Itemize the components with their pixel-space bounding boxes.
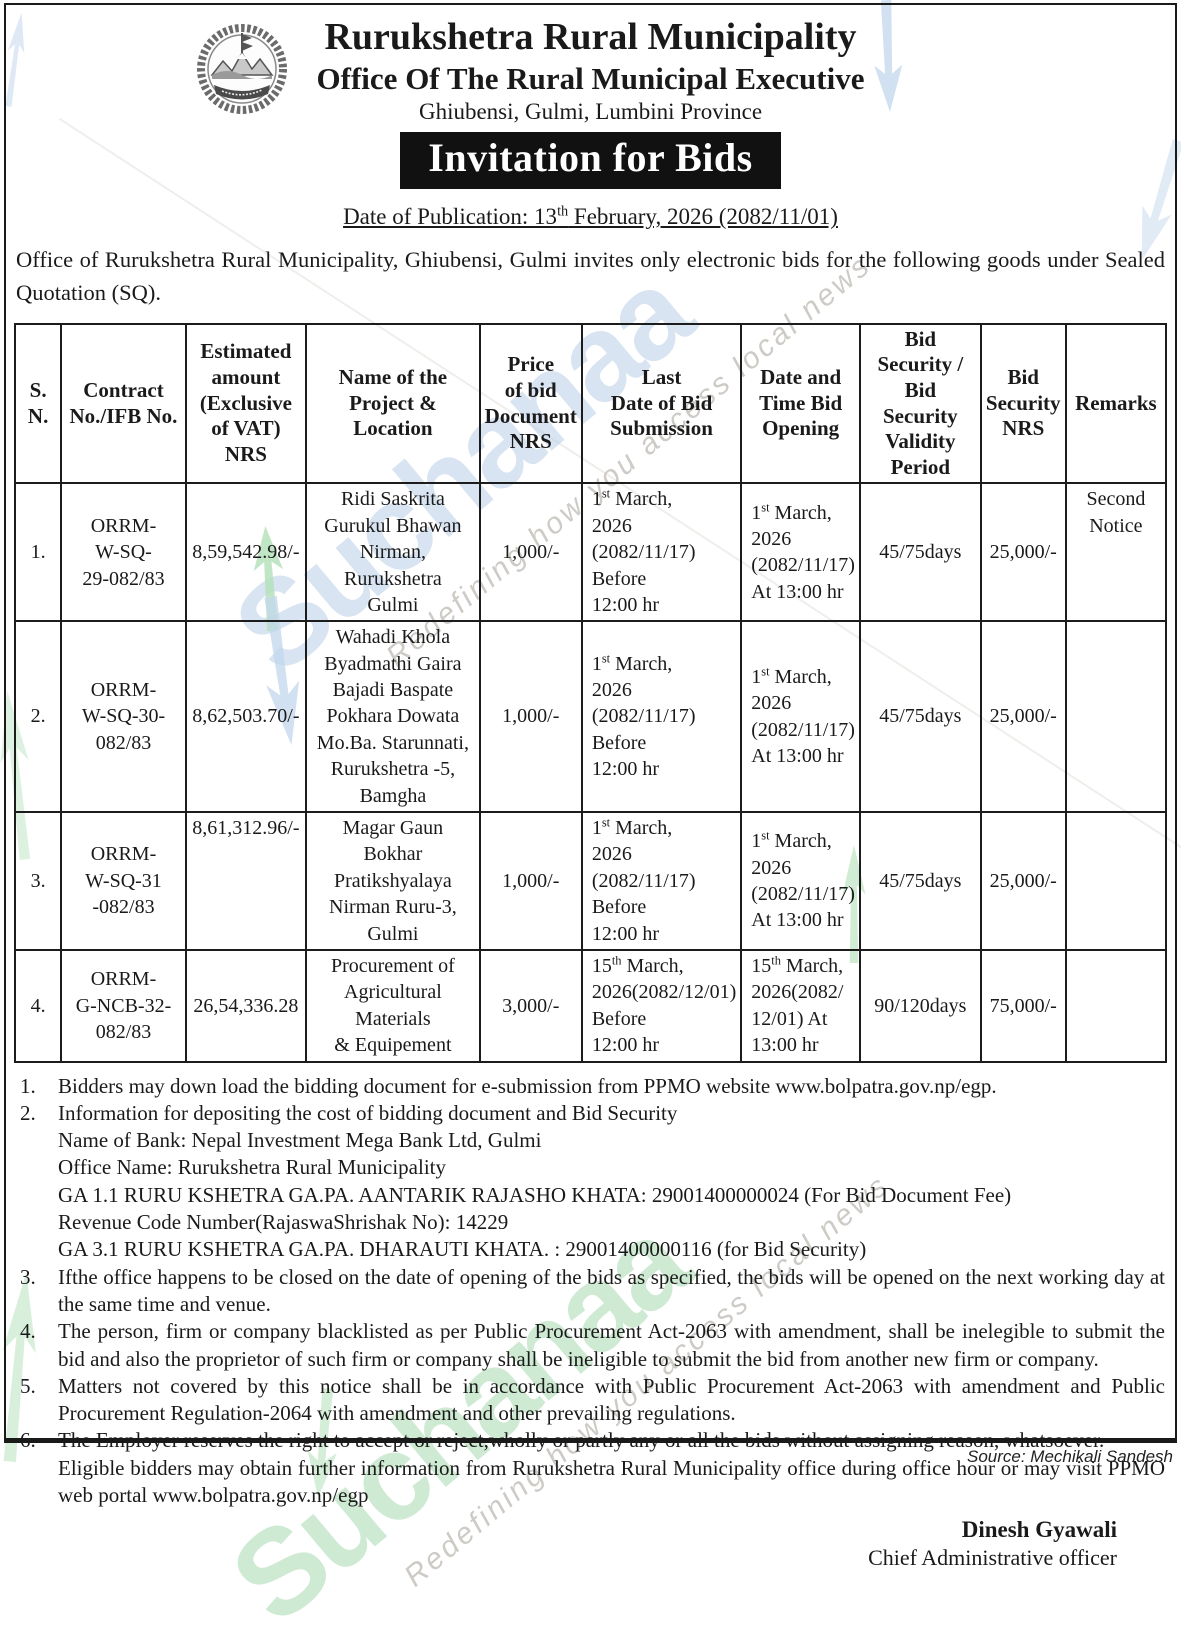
table-row: 3. ORRM- W-SQ-31 -082/83 8,61,312.96/- Magar … <box>13 811 1168 951</box>
table-cell: 1,000/- <box>478 620 583 814</box>
table-cell: 1. <box>13 482 63 623</box>
note-text: Information for depositing the cost of b… <box>58 1100 1012 1262</box>
emblem-graphic <box>197 24 287 114</box>
table-header-cell: Remarks <box>1064 322 1168 485</box>
table-cell: 1,000/- <box>478 482 583 623</box>
note-text: The Employer reserves the right to accep… <box>58 1428 1165 1507</box>
table-cell: ORRM- G-NCB-32- 082/83 <box>60 948 187 1063</box>
table-cell: ORRM- W-SQ- 29-082/83 <box>60 482 187 623</box>
table-cell: 1,000/- <box>478 811 583 951</box>
table-cell: 1st March, 2026 (2082/11/17) At 13:00 hr <box>740 811 861 951</box>
note-item: 4. The person, firm or company blackliste… <box>12 1318 1171 1373</box>
note-text: Bidders may down load the bidding docume… <box>58 1073 997 1098</box>
note-number: 1. <box>20 1073 36 1098</box>
table-cell <box>1064 948 1168 1063</box>
table-cell <box>1064 811 1168 951</box>
note-text: Ifthe office happens to be closed on the… <box>58 1264 1165 1316</box>
table-header-cell: Last Date of Bid Submission <box>580 322 743 485</box>
table-cell: Second Notice <box>1064 482 1168 623</box>
table-cell: 26,54,336.28 <box>184 948 308 1063</box>
table-cell: 15th March, 2026(2082/12/01) At 13:00 hr <box>740 948 861 1063</box>
table-cell: 2. <box>13 620 63 814</box>
note-item: 3. Ifthe office happens to be closed on t… <box>12 1264 1171 1319</box>
note-number: 6. <box>20 1428 36 1453</box>
note-number: 4. <box>20 1319 36 1344</box>
table-cell: 4. <box>13 948 63 1063</box>
table-cell: 1st March, 2026 (2082/11/17) Before 12:00 h… <box>580 620 743 814</box>
table-cell: 25,000/- <box>979 482 1067 623</box>
table-row: 2. ORRM- W-SQ-30- 082/83 8,62,503.70/- Wahadi… <box>13 620 1168 814</box>
table-header-cell: Price of bid Document NRS <box>478 322 583 485</box>
notes-list: 1. Bidders may down load the bidding docu… <box>12 1073 1171 1510</box>
invitation-banner: Invitation for Bids <box>400 132 781 190</box>
intro-paragraph: Office of Rurukshetra Rural Municipality… <box>16 247 1165 306</box>
table-row: 4. ORRM- G-NCB-32- 082/83 26,54,336.28 Procur… <box>13 948 1168 1063</box>
table-cell: 1st March, 2026 (2082/11/17) Before 12:00 h… <box>580 811 743 951</box>
table-cell: 45/75days <box>858 620 982 814</box>
table-cell: 25,000/- <box>979 620 1067 814</box>
table-cell: Magar Gaun Bokhar Pratikshyalaya Nirman Ru… <box>305 811 481 951</box>
table-cell: 8,61,312.96/- <box>184 811 308 951</box>
table-header-cell: Bid Security / Bid Security Validity Period <box>858 322 982 485</box>
bids-table-body: 1. ORRM- W-SQ- 29-082/83 8,59,542.98/- Ridi S… <box>13 482 1168 1063</box>
table-header-cell: Date and Time Bid Opening <box>740 322 861 485</box>
table-cell: Ridi Saskrita Gurukul Bhawan Nirman, Ruruk… <box>305 482 481 623</box>
table-cell: 90/120days <box>858 948 982 1063</box>
table-header-cell: Estimated amount (Exclusive of VAT) NRS <box>184 322 308 485</box>
table-cell: 45/75days <box>858 482 982 623</box>
document-frame: Rurukshetra Rural Municipality Office Of… <box>4 3 1177 1570</box>
note-item: 6. The Employer reserves the right to acc… <box>12 1427 1171 1509</box>
table-cell: 25,000/- <box>979 811 1067 951</box>
table-cell: 3. <box>13 811 63 951</box>
table-header-cell: S. N. <box>13 322 63 485</box>
publication-date: Date of Publication: 13th February, 2026… <box>6 204 1175 230</box>
office-subtitle: Office Of The Rural Municipal Executive <box>316 60 865 96</box>
source-credit: Source: Mechikali Sandesh <box>966 1447 1173 1466</box>
table-row: 1. ORRM- W-SQ- 29-082/83 8,59,542.98/- Ridi S… <box>13 482 1168 623</box>
note-number: 5. <box>20 1373 36 1398</box>
table-cell: 1st March, 2026 (2082/11/17) At 13:00 hr <box>740 620 861 814</box>
note-item: 1. Bidders may down load the bidding docu… <box>12 1073 1171 1100</box>
nepal-emblem-logo <box>192 19 292 119</box>
note-number: 3. <box>20 1264 36 1289</box>
table-cell: Wahadi Khola Byadmathi Gaira Bajadi Baspat… <box>305 620 481 814</box>
signature-block: Dinesh Gyawali Chief Administrative offi… <box>6 1517 1175 1571</box>
table-header-cell: Name of the Project & Location <box>305 322 481 485</box>
table-cell <box>1064 620 1168 814</box>
table-cell: 1st March, 2026 (2082/11/17) At 13:00 hr <box>740 482 861 623</box>
signatory-title: Chief Administrative officer <box>868 1545 1117 1571</box>
municipality-title: Rurukshetra Rural Municipality <box>324 16 857 58</box>
table-header-cell: Contract No./IFB No. <box>60 322 187 485</box>
note-text: Matters not covered by this notice shall… <box>58 1373 1165 1426</box>
document-header: Rurukshetra Rural Municipality Office Of… <box>6 5 1175 230</box>
table-cell: Procurement of Agricultural Materials & Eq… <box>305 948 481 1063</box>
table-cell: 8,59,542.98/- <box>184 482 308 623</box>
address-line: Ghiubensi, Gulmi, Lumbini Province <box>418 99 763 125</box>
note-text: The person, firm or company blacklisted … <box>58 1319 1165 1371</box>
table-cell: 1st March, 2026 (2082/11/17) Before 12:00 h… <box>580 482 743 623</box>
table-cell: ORRM- W-SQ-30- 082/83 <box>60 620 187 814</box>
note-item: 2. Information for depositing the cost of… <box>12 1100 1171 1264</box>
table-cell: 3,000/- <box>478 948 583 1063</box>
publication-date-text: Date of Publication: 13th February, 2026… <box>343 203 838 230</box>
table-header-cell: Bid Security NRS <box>979 322 1067 485</box>
table-cell: ORRM- W-SQ-31 -082/83 <box>60 811 187 951</box>
note-item: 5. Matters not covered by this notice sha… <box>12 1373 1171 1428</box>
table-cell: 8,62,503.70/- <box>184 620 308 814</box>
table-cell: 75,000/- <box>979 948 1067 1063</box>
bids-table-head-row: S. N. Contract No./IFB No. Estimated amount (E… <box>13 322 1168 485</box>
table-cell: 15th March, 2026(2082/12/01) Before 12:00 h… <box>580 948 743 1063</box>
note-number: 2. <box>20 1100 36 1125</box>
signatory-name: Dinesh Gyawali <box>961 1517 1117 1543</box>
table-cell: 45/75days <box>858 811 982 951</box>
bids-table: S. N. Contract No./IFB No. Estimated amount (E… <box>13 322 1168 1063</box>
